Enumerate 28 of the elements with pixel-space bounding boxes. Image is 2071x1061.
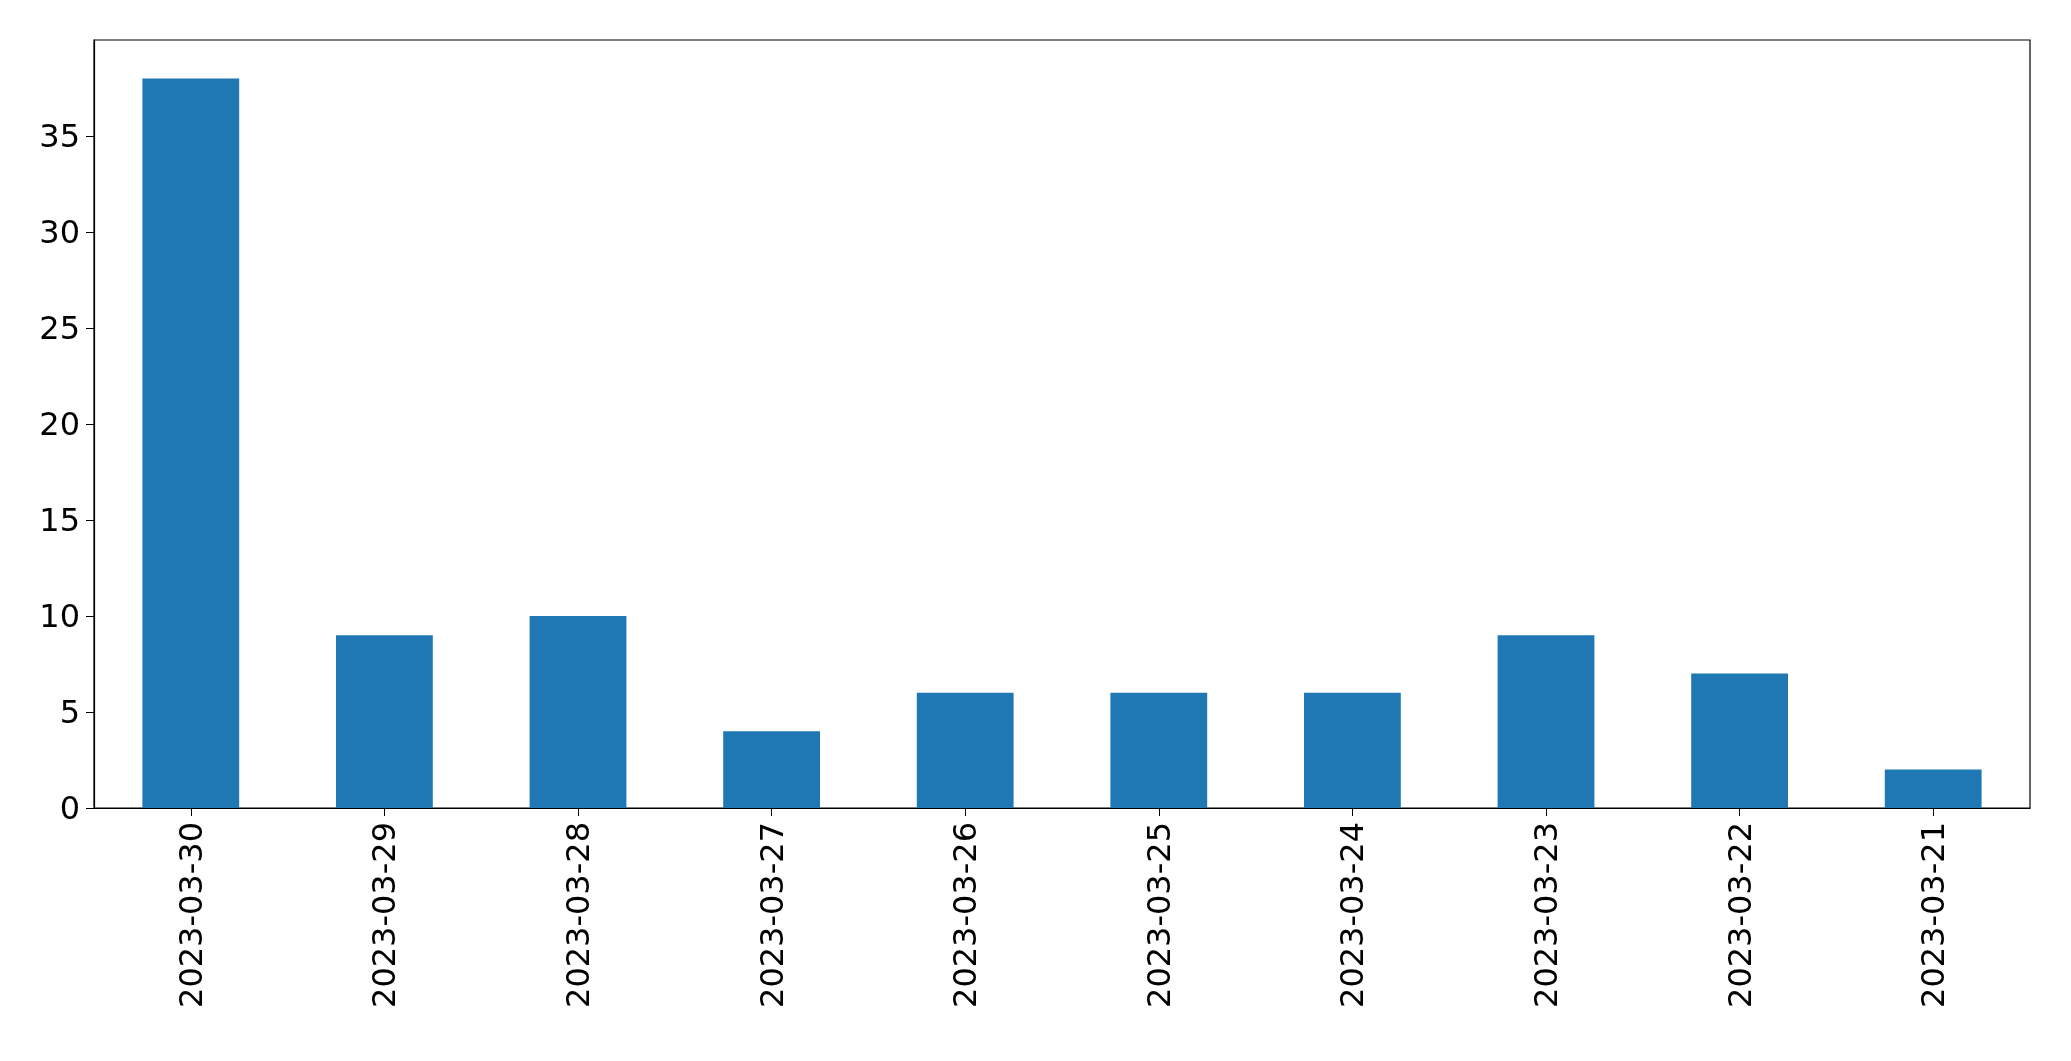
x-tick-label: 2023-03-21	[1914, 822, 1953, 1008]
bar	[142, 78, 240, 808]
x-tick-label: 2023-03-25	[1139, 822, 1178, 1008]
y-tick-label: 35	[39, 117, 80, 155]
bar	[529, 616, 627, 808]
y-tick-label: 5	[59, 693, 80, 731]
x-tick-label: 2023-03-27	[752, 822, 791, 1008]
x-tick-label: 2023-03-22	[1720, 822, 1759, 1008]
y-tick-label: 0	[59, 789, 80, 827]
x-tick-label: 2023-03-23	[1527, 822, 1565, 1008]
y-tick-label: 15	[39, 501, 80, 539]
bar	[1884, 769, 1982, 808]
y-tick-label: 25	[39, 309, 80, 347]
x-tick-label: 2023-03-26	[946, 822, 985, 1008]
x-tick-label: 2023-03-30	[171, 822, 210, 1008]
y-tick-label: 10	[39, 597, 80, 635]
bar	[1691, 673, 1788, 808]
bar	[1110, 692, 1208, 808]
y-tick-label: 20	[39, 405, 80, 443]
bar	[1304, 692, 1401, 808]
bar	[723, 731, 820, 808]
x-tick-label: 2023-03-28	[559, 822, 597, 1008]
bar	[916, 692, 1014, 808]
x-tick-label: 2023-03-24	[1333, 822, 1372, 1008]
x-tick-label: 2023-03-29	[365, 822, 404, 1008]
bar	[336, 635, 433, 808]
bar	[1497, 635, 1595, 808]
y-tick-label: 30	[39, 213, 80, 251]
